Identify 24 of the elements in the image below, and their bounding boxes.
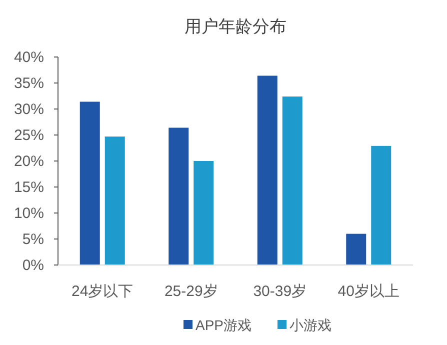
chart-title: 用户年龄分布 xyxy=(184,17,286,36)
y-tick-label: 0% xyxy=(22,257,44,274)
x-tick-label: 40岁以上 xyxy=(338,283,400,300)
bar xyxy=(80,102,100,265)
y-tick-label: 35% xyxy=(14,75,44,92)
y-tick-label: 5% xyxy=(22,231,44,248)
bar xyxy=(194,161,214,265)
legend-label: 小游戏 xyxy=(290,317,332,333)
bar xyxy=(104,136,125,265)
bar xyxy=(346,234,366,265)
x-tick-label: 30-39岁 xyxy=(253,283,307,300)
x-tick-label: 24岁以下 xyxy=(72,283,134,300)
x-tick-label: 25-29岁 xyxy=(164,283,218,300)
bar xyxy=(257,76,278,265)
bar xyxy=(282,96,302,265)
bar xyxy=(371,146,392,265)
y-tick-label: 10% xyxy=(14,205,44,222)
y-tick-label: 25% xyxy=(14,127,44,144)
y-tick-label: 40% xyxy=(14,49,44,66)
legend-label: APP游戏 xyxy=(196,317,252,333)
y-tick-label: 30% xyxy=(14,101,44,118)
bar xyxy=(168,128,189,265)
y-tick-label: 20% xyxy=(14,153,44,170)
y-tick-label: 15% xyxy=(14,179,44,196)
